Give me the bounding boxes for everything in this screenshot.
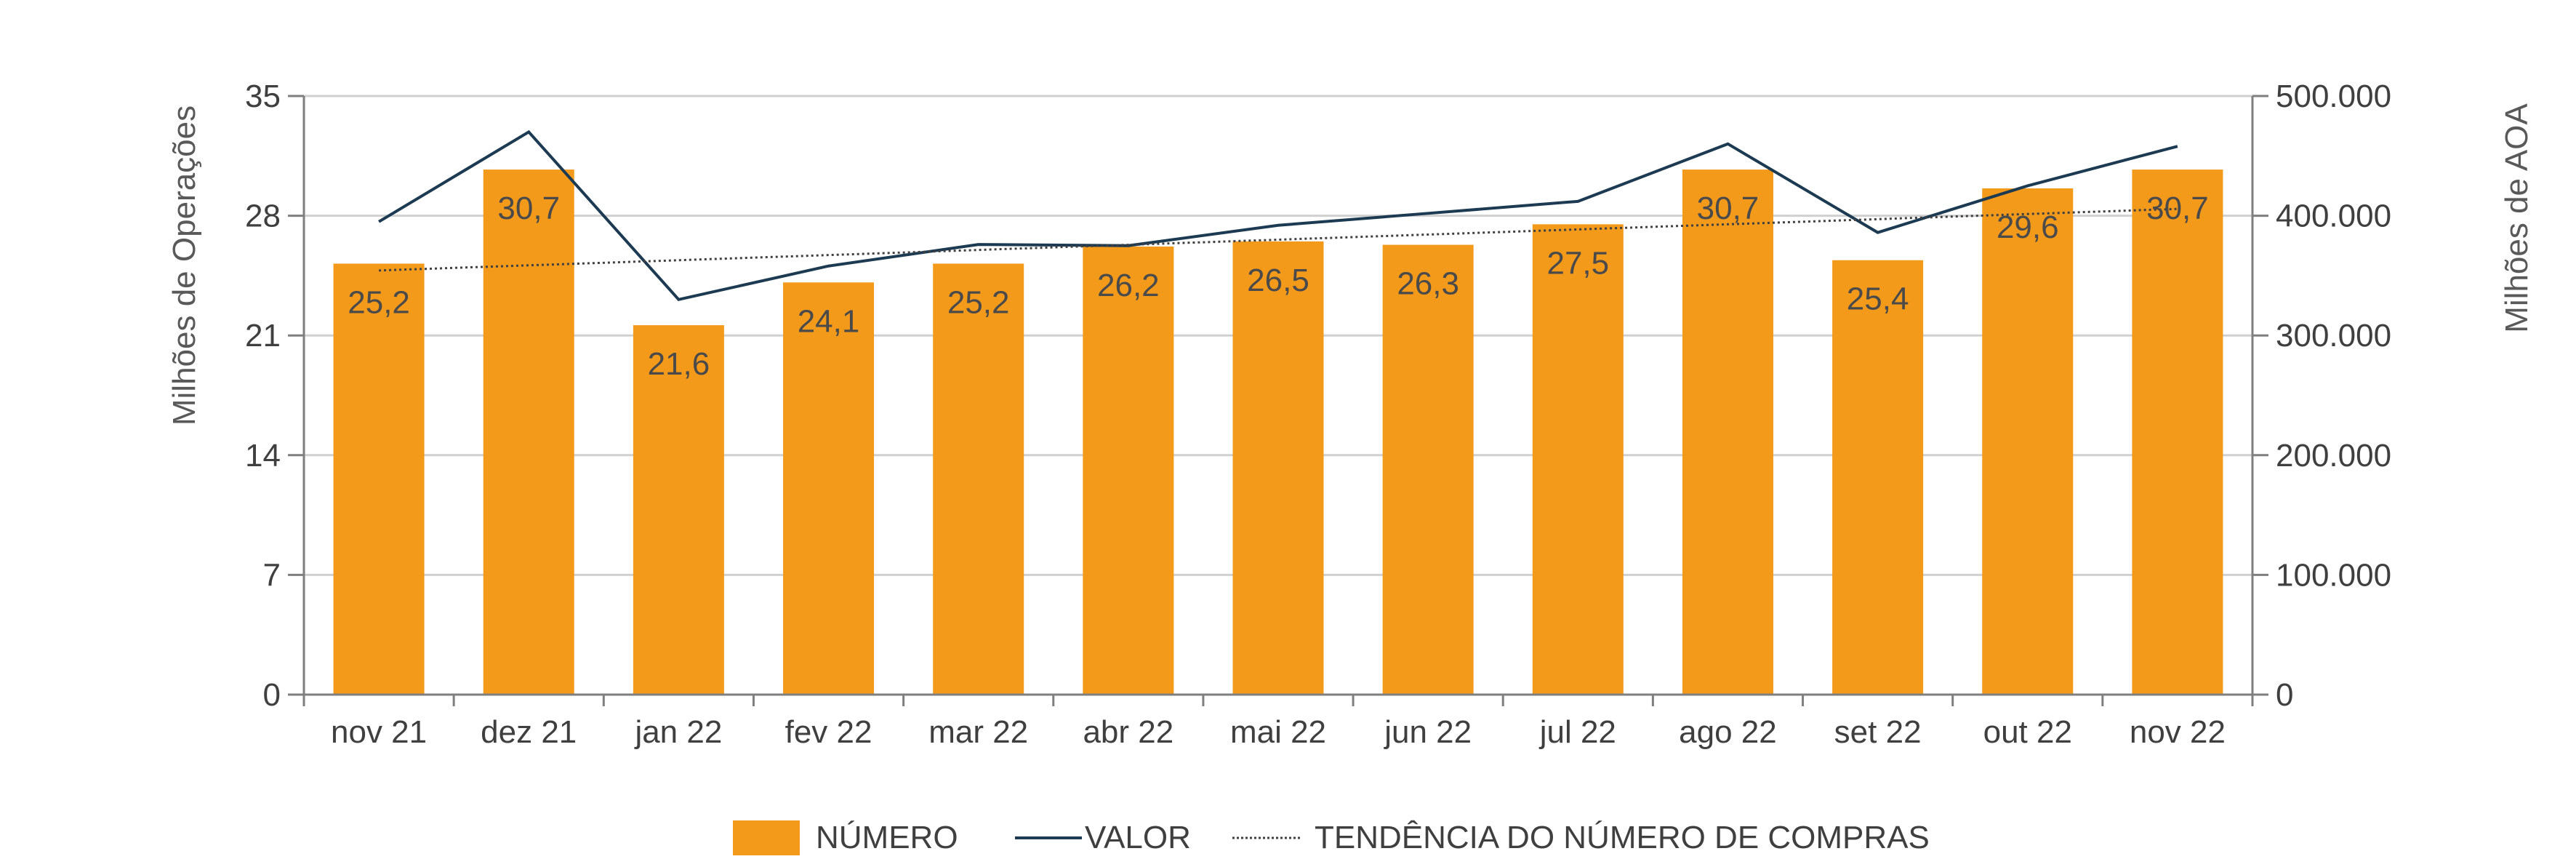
bar-data-label: 30,7 — [497, 191, 560, 226]
bar-data-label: 27,5 — [1546, 245, 1609, 281]
y-right-tick-label: 100.000 — [2276, 557, 2391, 593]
y-left-tick-label: 21 — [245, 318, 281, 353]
bar-data-label: 25,2 — [348, 284, 410, 320]
bar-data-label: 26,3 — [1397, 266, 1459, 302]
bar-data-label: 26,2 — [1097, 268, 1160, 303]
y-right-axis-title: Milhões de AOA — [2499, 103, 2535, 333]
bar-data-label: 25,2 — [947, 284, 1010, 320]
x-tick-label: jan 22 — [633, 714, 722, 750]
bar-data-label: 30,7 — [1697, 191, 1760, 226]
x-tick-label: mai 22 — [1230, 714, 1326, 750]
legend-label-tendencia: TENDÊNCIA DO NÚMERO DE COMPRAS — [1315, 820, 1930, 855]
bar — [1532, 224, 1624, 695]
data-labels: 25,2 30,7 21,6 24,1 25,2 26,2 26,5 26,3 27,5 30,7… — [348, 191, 2208, 382]
bar — [483, 169, 574, 695]
bar — [1832, 260, 1924, 695]
y-left-tick-label: 0 — [263, 677, 281, 713]
y-right-tick-label: 500.000 — [2276, 79, 2391, 114]
bar — [333, 263, 425, 695]
bar-data-label: 24,1 — [798, 303, 860, 339]
legend-swatch-numero — [733, 820, 800, 855]
x-tick-label: jul 22 — [1538, 714, 1616, 750]
bar — [1682, 169, 1773, 695]
bar — [633, 325, 724, 695]
legend-label-valor: VALOR — [1085, 820, 1191, 855]
y-left-tick-label: 14 — [245, 438, 281, 474]
x-tick-label: abr 22 — [1083, 714, 1173, 750]
x-tick-label: nov 21 — [331, 714, 427, 750]
bar — [1232, 241, 1324, 695]
y-right-tick-label: 400.000 — [2276, 199, 2391, 234]
bar — [933, 263, 1024, 695]
bar-data-label: 30,7 — [2146, 191, 2209, 226]
x-tick-label: set 22 — [1834, 714, 1922, 750]
bar — [1083, 246, 1174, 695]
bar-series — [333, 169, 2223, 695]
bar-data-label: 29,6 — [1997, 209, 2059, 245]
y-left-tick-label: 28 — [245, 199, 281, 234]
bar — [1382, 244, 1474, 695]
x-tick-label: nov 22 — [2130, 714, 2226, 750]
bar-data-label: 25,4 — [1847, 281, 1909, 317]
legend: NÚMERO VALOR TENDÊNCIA DO NÚMERO DE COMP… — [733, 820, 1930, 855]
y-right-tick-label: 200.000 — [2276, 438, 2391, 474]
y-right-tick-label: 0 — [2276, 677, 2293, 713]
legend-label-numero: NÚMERO — [816, 820, 958, 855]
x-tick-label: out 22 — [1983, 714, 2072, 750]
bar-data-label: 26,5 — [1247, 263, 1309, 298]
y-left-tick-label: 7 — [263, 557, 281, 593]
axes: 0 7 14 21 28 35 0 100.000 200.000 300.000 400.000 5… — [245, 79, 2391, 750]
bar — [1982, 188, 2074, 695]
x-tick-label: mar 22 — [928, 714, 1028, 750]
valor-line — [378, 129, 2178, 302]
bar — [2132, 169, 2223, 695]
x-tick-label: dez 21 — [481, 714, 577, 750]
x-tick-label: jun 22 — [1383, 714, 1472, 750]
x-tick-label: ago 22 — [1679, 714, 1777, 750]
x-tick-label: fev 22 — [785, 714, 872, 750]
bar — [783, 282, 875, 695]
line-series — [378, 129, 2178, 302]
y-left-tick-label: 35 — [245, 79, 281, 114]
y-left-axis-title: Milhões de Operações — [166, 105, 202, 425]
y-right-tick-label: 300.000 — [2276, 318, 2391, 353]
bar-data-label: 21,6 — [648, 346, 710, 382]
